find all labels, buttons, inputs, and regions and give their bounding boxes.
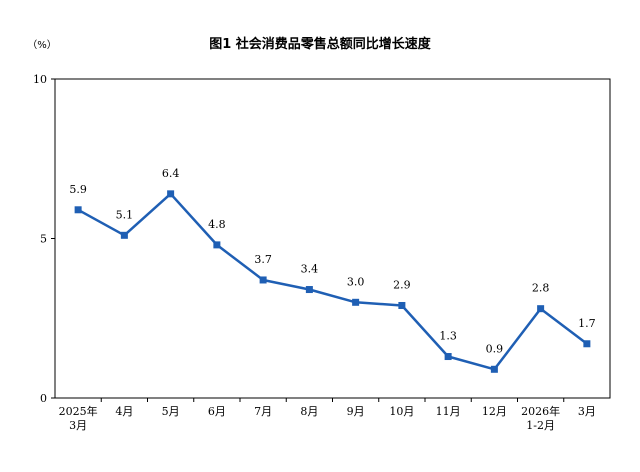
x-tick-label: 6月 bbox=[208, 405, 226, 418]
data-labels: 5.9 5.1 6.4 4.8 3.7 3.4 3.0 2.9 1.3 0.9 2.8 1.7 bbox=[69, 167, 595, 355]
data-point-marker bbox=[120, 231, 128, 239]
y-axis-unit-label: （%） bbox=[27, 39, 57, 51]
plot-area-frame bbox=[54, 78, 611, 399]
y-tick-label: 10 bbox=[33, 73, 47, 86]
y-axis-ticks: 0 5 10 bbox=[33, 73, 55, 405]
data-label: 6.4 bbox=[162, 167, 180, 180]
y-tick-label: 0 bbox=[40, 392, 47, 405]
data-label: 3.7 bbox=[254, 253, 272, 266]
x-tick-label: 10月 bbox=[389, 405, 414, 418]
x-tick-label: 8月 bbox=[300, 405, 318, 418]
x-tick-label: 3月 bbox=[578, 405, 596, 418]
data-label: 5.1 bbox=[116, 208, 134, 221]
data-label: 5.9 bbox=[69, 183, 87, 196]
data-point-marker bbox=[444, 353, 452, 361]
data-point-marker bbox=[490, 365, 498, 373]
data-point-marker bbox=[259, 276, 267, 284]
x-tick-label: 9月 bbox=[347, 405, 365, 418]
x-axis-categories: 2025年 3月 4月 5月 6月 7月 8月 9月 10月 11月 12月 2026年 1-2月 3月 bbox=[59, 398, 596, 432]
data-label: 2.9 bbox=[393, 278, 411, 291]
x-tick-label: 7月 bbox=[254, 405, 272, 418]
data-label: 3.4 bbox=[301, 263, 319, 276]
data-point-marker bbox=[213, 241, 221, 249]
data-label: 0.9 bbox=[486, 342, 504, 355]
y-tick-label: 5 bbox=[40, 233, 47, 246]
data-label: 2.8 bbox=[532, 282, 550, 295]
x-tick-label: 5月 bbox=[162, 405, 180, 418]
data-label: 1.7 bbox=[578, 317, 596, 330]
x-tick-label: 11月 bbox=[436, 405, 461, 418]
data-point-marker bbox=[583, 340, 591, 348]
data-label: 1.3 bbox=[439, 330, 457, 343]
x-tick-label: 2026年 1-2月 bbox=[521, 404, 560, 432]
data-point-marker bbox=[537, 305, 545, 313]
data-label: 3.0 bbox=[347, 275, 365, 288]
data-point-marker bbox=[398, 301, 406, 309]
x-tick-label: 4月 bbox=[115, 405, 133, 418]
data-point-marker bbox=[74, 206, 82, 214]
data-point-marker bbox=[305, 286, 313, 294]
series-line bbox=[77, 192, 588, 371]
data-point-marker bbox=[352, 298, 360, 306]
series-markers bbox=[74, 190, 591, 373]
x-tick-label: 2025年 3月 bbox=[59, 404, 98, 432]
data-label: 4.8 bbox=[208, 218, 226, 231]
x-tick-label: 12月 bbox=[482, 405, 507, 418]
data-point-marker bbox=[167, 190, 175, 198]
chart-title: 图1 社会消费品零售总额同比增长速度 bbox=[209, 36, 432, 52]
